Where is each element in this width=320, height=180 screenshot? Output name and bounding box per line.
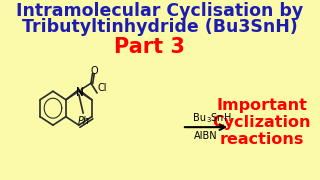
Text: Important: Important — [216, 98, 307, 113]
Text: Ph: Ph — [78, 116, 90, 126]
Text: O: O — [91, 66, 98, 76]
Text: Cyclization: Cyclization — [212, 115, 311, 130]
Text: N: N — [76, 88, 84, 98]
Text: Cl: Cl — [98, 83, 107, 93]
Text: N: N — [76, 87, 84, 97]
Text: Bu: Bu — [193, 113, 206, 123]
Text: reactions: reactions — [220, 132, 304, 147]
Text: Tributyltinhydride (Bu3SnH): Tributyltinhydride (Bu3SnH) — [22, 19, 298, 37]
Text: Intramolecular Cyclisation by: Intramolecular Cyclisation by — [16, 3, 304, 21]
Text: Part 3: Part 3 — [114, 37, 185, 57]
Text: $_{3}$SnH: $_{3}$SnH — [206, 111, 232, 125]
Text: AIBN: AIBN — [194, 131, 218, 141]
